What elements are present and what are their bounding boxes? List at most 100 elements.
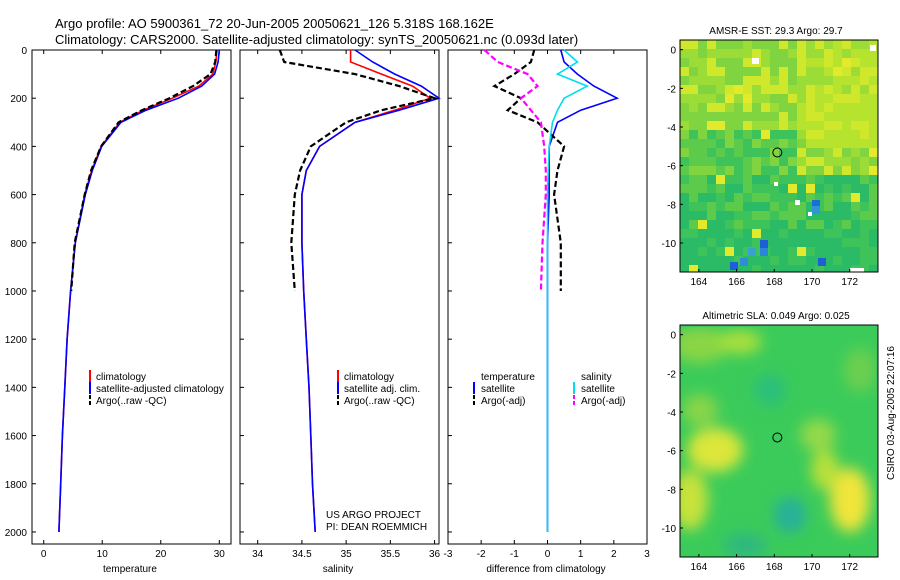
y-tick-label: -2 bbox=[667, 369, 676, 380]
project-label: US ARGO PROJECT bbox=[326, 510, 421, 521]
sst-cell bbox=[851, 229, 860, 238]
sst-cell bbox=[761, 220, 770, 229]
x-tick-label: 3 bbox=[644, 549, 650, 560]
sst-cell bbox=[770, 94, 779, 103]
sst-cell bbox=[779, 112, 788, 121]
sst-cell bbox=[851, 184, 860, 193]
sst-cell bbox=[707, 148, 716, 157]
sst-cell bbox=[752, 157, 761, 166]
series-line-satellite-adj-clim- bbox=[301, 49, 441, 533]
sst-cell bbox=[815, 220, 824, 229]
sst-cell bbox=[833, 85, 842, 94]
x-tick-label: 34.5 bbox=[292, 549, 312, 560]
sst-cell bbox=[860, 85, 869, 94]
sst-cell bbox=[707, 166, 716, 175]
sst-cell bbox=[860, 58, 869, 67]
sst-cell bbox=[869, 211, 878, 220]
sst-cell bbox=[833, 229, 842, 238]
series-line-salinity-satellite bbox=[546, 49, 590, 532]
y-tick-label: -6 bbox=[667, 162, 676, 173]
series-line-salinity-argo-adj- bbox=[483, 49, 547, 292]
sst-cell bbox=[824, 220, 833, 229]
sst-cell bbox=[788, 229, 797, 238]
sst-cell bbox=[779, 139, 788, 148]
sst-cell bbox=[869, 148, 878, 157]
sst-cell bbox=[788, 157, 797, 166]
sst-cell bbox=[788, 76, 797, 85]
sst-cell bbox=[770, 139, 779, 148]
sst-cell bbox=[707, 157, 716, 166]
sst-cell bbox=[779, 211, 788, 220]
sst-cell bbox=[707, 202, 716, 211]
sst-cell bbox=[770, 247, 779, 256]
salinity-series bbox=[278, 49, 441, 533]
sst-cell bbox=[698, 256, 707, 265]
sst-cell bbox=[689, 76, 698, 85]
sst-cell bbox=[752, 139, 761, 148]
sst-cell bbox=[689, 130, 698, 139]
sst-cell bbox=[788, 193, 797, 202]
sst-cell bbox=[833, 40, 842, 49]
sst-cell bbox=[725, 184, 734, 193]
sst-cell bbox=[734, 103, 743, 112]
sst-cell bbox=[815, 94, 824, 103]
timestamp-label: CSIRO 03-Aug-2005 22:07:16 bbox=[886, 346, 897, 480]
sst-cell bbox=[833, 157, 842, 166]
sst-cell bbox=[869, 256, 878, 265]
sst-cell bbox=[797, 166, 806, 175]
sst-cell bbox=[761, 175, 770, 184]
salinity-axes: 34 34.5 35 35.5 36 bbox=[240, 49, 441, 560]
sst-cell bbox=[806, 175, 815, 184]
sst-cell bbox=[860, 112, 869, 121]
sst-cell bbox=[797, 148, 806, 157]
sst-cell bbox=[680, 256, 689, 265]
sst-cell bbox=[761, 202, 770, 211]
sst-cell bbox=[833, 175, 842, 184]
sst-cell bbox=[824, 121, 833, 130]
sst-cell bbox=[752, 76, 761, 85]
sst-cell bbox=[761, 157, 770, 166]
sst-cell bbox=[761, 76, 770, 85]
sst-cell bbox=[851, 148, 860, 157]
sst-cell bbox=[824, 85, 833, 94]
sst-cell bbox=[743, 49, 752, 58]
sst-cell bbox=[734, 58, 743, 67]
sst-cell bbox=[815, 193, 824, 202]
sst-cell bbox=[743, 148, 752, 157]
sst-cell bbox=[806, 256, 815, 265]
sst-cell bbox=[752, 202, 761, 211]
series-line-argo-raw-qc- bbox=[278, 49, 439, 292]
sst-cell bbox=[815, 130, 824, 139]
x-tick-label: 35.5 bbox=[381, 549, 401, 560]
sst-cell bbox=[689, 229, 698, 238]
sst-cell bbox=[716, 40, 725, 49]
sla-blob bbox=[774, 497, 806, 533]
x-tick-label: -2 bbox=[477, 549, 486, 560]
sst-cell bbox=[788, 247, 797, 256]
sst-cell bbox=[743, 58, 752, 67]
sst-cell bbox=[761, 121, 770, 130]
sst-cell bbox=[725, 166, 734, 175]
sst-cell bbox=[707, 139, 716, 148]
y-tick-label: -10 bbox=[662, 524, 677, 535]
sst-cell bbox=[779, 175, 788, 184]
sst-cell bbox=[707, 85, 716, 94]
sst-cell bbox=[761, 139, 770, 148]
series-line-temperature-argo-adj- bbox=[492, 49, 566, 291]
sst-cell bbox=[761, 103, 770, 112]
sst-cell bbox=[797, 67, 806, 76]
sst-cell bbox=[824, 148, 833, 157]
sst-cell bbox=[851, 49, 860, 58]
sst-cell bbox=[797, 103, 806, 112]
sst-cell bbox=[788, 220, 797, 229]
sst-cell bbox=[752, 112, 761, 121]
sst-cell bbox=[680, 184, 689, 193]
sla-blob bbox=[682, 394, 718, 426]
sst-cell bbox=[716, 166, 725, 175]
sst-cell bbox=[680, 40, 689, 49]
sst-cell bbox=[716, 121, 725, 130]
sst-cell bbox=[752, 175, 761, 184]
y-tick-label: -2 bbox=[667, 84, 676, 95]
legend-label-climatology: climatology bbox=[96, 372, 146, 383]
sst-cell bbox=[689, 148, 698, 157]
